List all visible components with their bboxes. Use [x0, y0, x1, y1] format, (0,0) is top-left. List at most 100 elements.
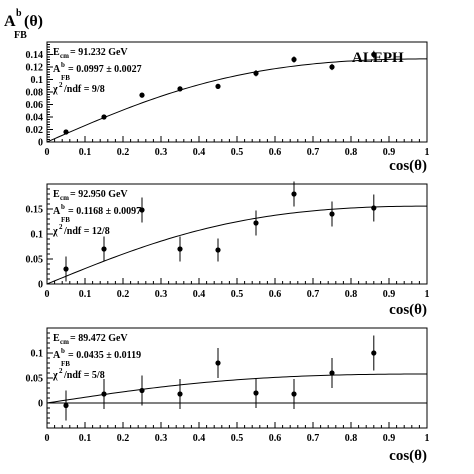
y-tick-label: 0.15	[26, 205, 44, 216]
data-point	[101, 391, 107, 397]
y-tick-label: 0	[38, 399, 43, 410]
afb-superscript: b	[61, 203, 65, 211]
data-point	[371, 51, 377, 58]
ecm-value: = 89.472 GeV	[70, 333, 128, 344]
panel-ecm-91: 0 0.1 0.2 0.3 0.4 0.5 0.6 0.7 0.8 0.9 100.020.040.…	[26, 41, 430, 174]
ecm-annotation: E	[53, 47, 60, 58]
chi2-annotation: χ	[52, 84, 58, 95]
x-tick-label: 0	[45, 289, 50, 300]
data-point	[253, 220, 259, 226]
afb-value: = 0.0435 ± 0.0119	[68, 350, 141, 361]
y-tick-label: 0.1	[31, 349, 44, 360]
x-tick-label: 0.4	[193, 289, 206, 300]
y-tick-label: 0.04	[26, 113, 44, 124]
x-axis-title: cos(θ)	[389, 448, 427, 464]
panel-ecm-93: 0 0.1 0.2 0.3 0.4 0.5 0.6 0.7 0.8 0.9 1 0 0.05 0.1 0.1…	[26, 181, 430, 318]
y-axis-title-main: A	[4, 13, 16, 30]
data-point	[63, 266, 69, 272]
x-tick-label: 0.2	[117, 433, 130, 444]
x-tick-label: 0.4	[193, 433, 206, 444]
x-tick-label: 0.8	[345, 433, 358, 444]
chi2-annotation: χ	[52, 370, 58, 381]
ecm-value: = 92.950 GeV	[70, 189, 128, 200]
ecm-annotation: E	[53, 333, 60, 344]
y-tick-label: 0	[38, 280, 43, 291]
y-tick-label: 0.05	[26, 374, 44, 385]
x-tick-label: 0.3	[155, 289, 168, 300]
x-tick-label: 0.5	[231, 289, 244, 300]
chi2-value: /ndf = 9/8	[63, 84, 105, 95]
data-point	[215, 83, 221, 89]
data-point	[177, 86, 183, 92]
aleph-logo-text: ALEPH	[352, 50, 404, 66]
ecm-value: = 91.232 GeV	[70, 47, 128, 58]
x-tick-label: 0	[45, 147, 50, 158]
ecm-subscript: cm	[60, 52, 69, 60]
data-point	[139, 92, 145, 98]
x-tick-label: 1	[425, 433, 430, 444]
y-tick-label: 0	[38, 138, 43, 149]
y-tick-label: 0.05	[26, 255, 44, 266]
x-tick-label: 0.9	[383, 289, 396, 300]
x-tick-label: 0.1	[79, 433, 92, 444]
chi2-superscript: 2	[59, 367, 63, 375]
afb-subscript: FB	[61, 74, 70, 82]
x-tick-label: 0.7	[307, 433, 320, 444]
data-point	[139, 207, 145, 213]
y-tick-label: 0.14	[26, 50, 44, 61]
data-point	[253, 390, 259, 396]
data-point	[253, 70, 259, 76]
data-point	[291, 391, 297, 397]
x-tick-label: 1	[425, 289, 430, 300]
y-axis-title-sup: b	[16, 8, 22, 19]
ecm-annotation: E	[53, 189, 60, 200]
y-axis-title-sub: FB	[14, 30, 27, 41]
afb-annotation: A	[53, 64, 61, 75]
x-tick-label: 0.7	[307, 147, 320, 158]
fit-curve	[46, 58, 427, 143]
x-tick-label: 0.1	[79, 147, 92, 158]
ecm-subscript: cm	[60, 338, 69, 346]
y-tick-label: 0.1	[31, 75, 44, 86]
data-point	[63, 129, 69, 135]
data-point	[177, 391, 183, 397]
data-point	[371, 205, 377, 211]
afb-subscript: FB	[61, 216, 70, 224]
chi2-superscript: 2	[59, 223, 63, 231]
data-point	[329, 64, 335, 70]
y-axis-title: A b (θ) FB	[4, 8, 43, 41]
x-tick-label: 0.6	[269, 147, 282, 158]
afb-superscript: b	[61, 347, 65, 355]
data-point	[215, 247, 221, 253]
x-tick-label: 1	[425, 147, 430, 158]
fit-curve	[46, 373, 427, 404]
y-tick-label: 0.12	[26, 63, 44, 74]
x-tick-label: 0.5	[231, 433, 244, 444]
x-tick-label: 0	[45, 433, 50, 444]
afb-subscript: FB	[61, 360, 70, 368]
x-tick-label: 0.3	[155, 147, 168, 158]
y-tick-label: 0.08	[26, 88, 44, 99]
afb-annotation: A	[53, 206, 61, 217]
fit-curve	[46, 205, 428, 285]
x-axis-title: cos(θ)	[389, 158, 427, 174]
x-tick-label: 0.1	[79, 289, 92, 300]
data-point	[139, 387, 145, 394]
x-tick-label: 0.2	[117, 147, 130, 158]
chi2-superscript: 2	[59, 81, 63, 89]
afb-annotation: A	[53, 350, 61, 361]
data-point	[291, 56, 297, 63]
x-tick-label: 0.9	[383, 433, 396, 444]
afb-superscript: b	[61, 61, 65, 69]
data-point	[329, 370, 335, 376]
afb-value: = 0.1168 ± 0.0097	[68, 206, 141, 217]
x-axis-title: cos(θ)	[389, 302, 427, 318]
data-point	[215, 360, 221, 366]
y-tick-label: 0.02	[26, 125, 44, 136]
chi2-value: /ndf = 5/8	[63, 370, 105, 381]
y-tick-label: 0.1	[31, 230, 44, 241]
y-axis-title-arg: (θ)	[24, 13, 43, 30]
x-tick-label: 0.3	[155, 433, 168, 444]
panel-ecm-89: 0 0.1 0.2 0.3 0.4 0.5 0.6 0.7 0.8 0.9 1 0 0.05 0.1 cos…	[26, 327, 430, 464]
